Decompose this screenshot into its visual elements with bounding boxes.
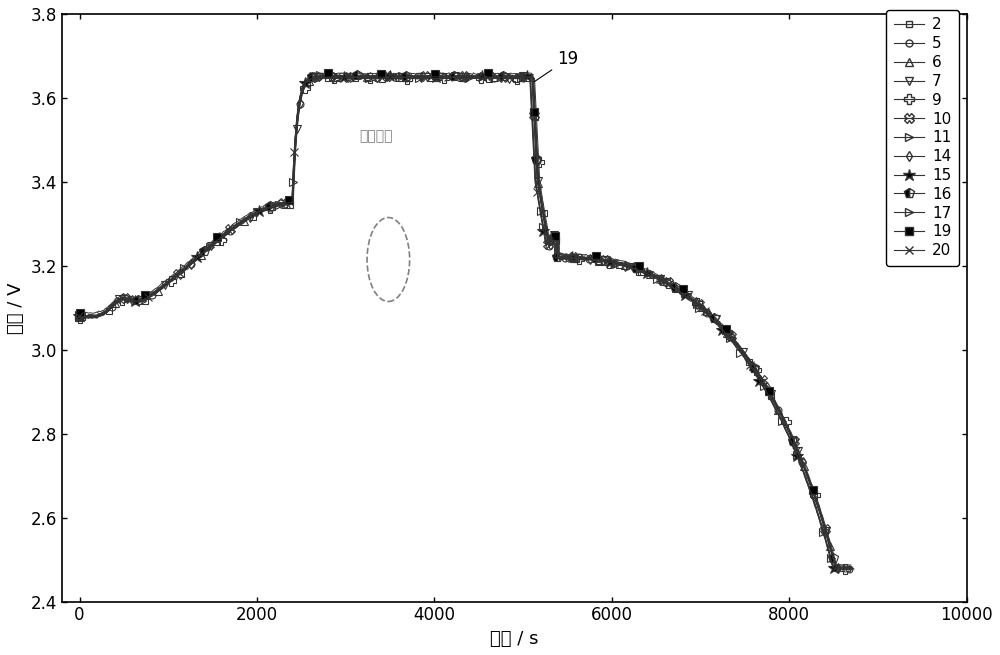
X-axis label: 时间 / s: 时间 / s (490, 630, 539, 648)
Text: 19: 19 (534, 50, 578, 82)
Text: 局部放大: 局部放大 (359, 129, 393, 143)
Y-axis label: 电压 / V: 电压 / V (7, 282, 25, 333)
Legend: 2, 5, 6, 7, 9, 10, 11, 14, 15, 16, 17, 19, 20: 2, 5, 6, 7, 9, 10, 11, 14, 15, 16, 17, 1… (886, 10, 959, 266)
